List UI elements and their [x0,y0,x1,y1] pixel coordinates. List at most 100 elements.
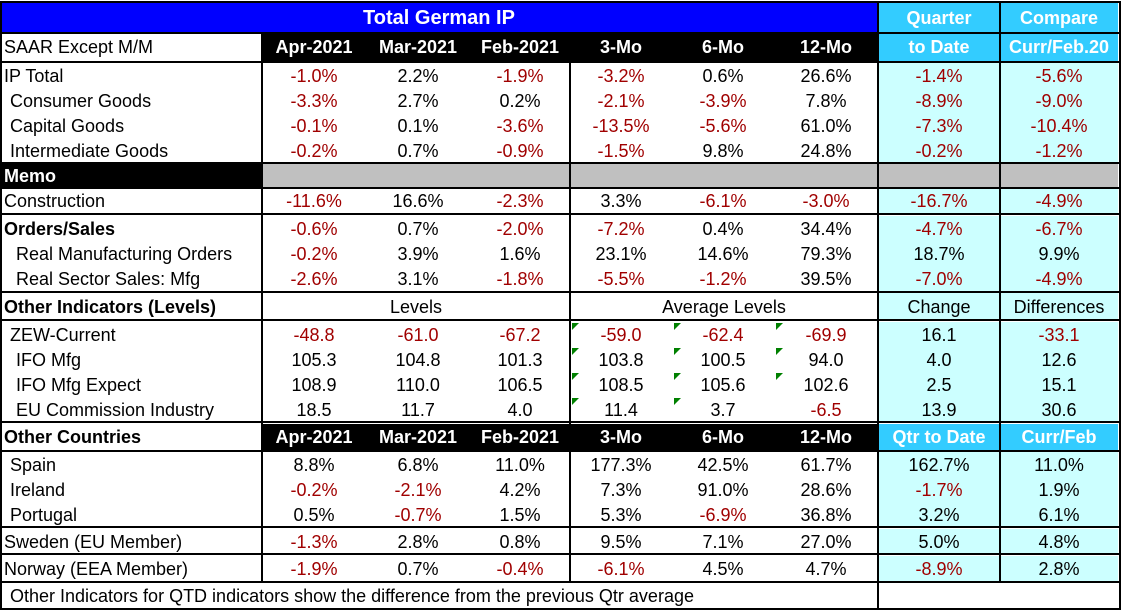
value-cell[interactable]: -2.1% [597,90,645,111]
value-cell[interactable]: 18.7% [878,241,1000,266]
value-cell[interactable]: 5.3% [600,504,642,525]
comment-flag-icon[interactable] [674,323,681,330]
column-header[interactable]: 3-Mo [570,33,672,61]
value-cell[interactable]: 7.8% [805,90,847,111]
comment-flag-icon[interactable] [674,348,681,355]
column-header[interactable]: Apr-2021 [262,33,366,61]
value-cell[interactable]: 177.3% [590,454,652,475]
value-cell[interactable]: -2.6% [290,268,338,289]
column-header[interactable]: Feb-2021 [470,424,570,450]
value-cell[interactable]: -4.9% [1000,188,1118,214]
value-cell[interactable]: 2.5 [878,372,1000,397]
value-cell[interactable]: -5.6% [699,115,747,136]
value-cell[interactable]: -7.3% [878,113,1000,138]
value-cell[interactable]: 4.0 [507,399,533,420]
value-cell[interactable]: 12.6 [1000,347,1118,372]
comment-flag-icon[interactable] [572,323,579,330]
value-cell[interactable]: -48.8 [293,324,335,345]
value-cell[interactable]: -5.6% [1000,63,1118,88]
value-cell[interactable]: -6.9% [699,504,747,525]
value-cell[interactable]: 61.7% [800,454,852,475]
value-cell[interactable]: -3.0% [802,191,850,211]
value-cell[interactable]: -3.6% [496,115,544,136]
value-cell[interactable]: -3.2% [597,65,645,86]
value-cell[interactable]: 0.5% [293,504,335,525]
value-cell[interactable]: 1.6% [499,243,541,264]
value-cell[interactable]: 162.7% [878,452,1000,477]
value-cell[interactable]: 1.5% [499,504,541,525]
value-cell[interactable]: -8.9% [878,556,1000,581]
value-cell[interactable]: 2.8% [397,531,439,552]
value-cell[interactable]: 9.8% [702,140,744,161]
comment-flag-icon[interactable] [776,348,783,355]
comment-flag-icon[interactable] [776,323,783,330]
value-cell[interactable]: 108.9 [291,374,337,395]
value-cell[interactable]: -4.9% [1000,266,1118,291]
value-cell[interactable]: 5.0% [878,529,1000,554]
value-cell[interactable]: -0.2% [878,138,1000,163]
value-cell[interactable]: -1.2% [699,268,747,289]
value-cell[interactable]: 1.9% [1000,477,1118,502]
value-cell[interactable]: 3.9% [397,243,439,264]
value-cell[interactable]: -6.7% [1000,216,1118,241]
column-header[interactable]: 12-Mo [774,33,878,61]
comment-flag-icon[interactable] [572,348,579,355]
value-cell[interactable]: 2.8% [1000,556,1118,581]
value-cell[interactable]: 106.5 [497,374,543,395]
value-cell[interactable]: -67.2 [499,324,541,345]
value-cell[interactable]: 7.1% [702,531,744,552]
value-cell[interactable]: 3.7 [710,399,736,420]
value-cell[interactable]: -1.5% [597,140,645,161]
value-cell[interactable]: 108.5 [598,374,644,395]
value-cell[interactable]: -5.5% [597,268,645,289]
value-cell[interactable]: 0.6% [702,65,744,86]
value-cell[interactable]: -1.7% [878,477,1000,502]
value-cell[interactable]: -8.9% [878,88,1000,113]
value-cell[interactable]: 110.0 [396,374,440,395]
value-cell[interactable]: 11.0% [495,454,545,475]
value-cell[interactable]: -0.6% [290,218,338,239]
value-cell[interactable]: 2.7% [397,90,439,111]
value-cell[interactable]: -62.4 [702,324,744,345]
value-cell[interactable]: 61.0% [800,115,852,136]
value-cell[interactable]: -9.0% [1000,88,1118,113]
value-cell[interactable]: 103.8 [598,349,644,370]
value-cell[interactable]: -0.7% [394,504,442,525]
comment-flag-icon[interactable] [674,373,681,380]
value-cell[interactable]: 15.1 [1000,372,1118,397]
value-cell[interactable]: 3.3% [600,191,642,211]
value-cell[interactable]: -59.0 [600,324,642,345]
value-cell[interactable]: 9.5% [600,531,642,552]
value-cell[interactable]: 11.7 [401,399,435,420]
value-cell[interactable]: -0.2% [290,479,338,500]
value-cell[interactable]: -1.8% [496,268,544,289]
column-header[interactable]: Mar-2021 [366,33,470,61]
value-cell[interactable]: 105.6 [700,374,746,395]
value-cell[interactable]: 102.6 [803,374,849,395]
value-cell[interactable]: -69.9 [805,324,847,345]
value-cell[interactable]: -0.9% [496,140,544,161]
value-cell[interactable]: 18.5 [296,399,332,420]
comment-flag-icon[interactable] [776,373,783,380]
value-cell[interactable]: 30.6 [1000,397,1118,422]
column-header[interactable]: Feb-2021 [470,33,570,61]
value-cell[interactable]: 2.2% [397,65,439,86]
value-cell[interactable]: 9.9% [1000,241,1118,266]
value-cell[interactable]: 91.0% [697,479,749,500]
value-cell[interactable]: 6.1% [1000,502,1118,527]
value-cell[interactable]: -4.7% [878,216,1000,241]
value-cell[interactable]: -6.5 [810,399,842,420]
column-header[interactable]: 6-Mo [672,424,774,450]
value-cell[interactable]: -7.0% [878,266,1000,291]
value-cell[interactable]: -2.1% [394,479,442,500]
value-cell[interactable]: 100.5 [700,349,746,370]
value-cell[interactable]: 14.6% [697,243,749,264]
column-header[interactable]: 6-Mo [672,33,774,61]
value-cell[interactable]: -3.3% [290,90,338,111]
value-cell[interactable]: 0.4% [702,218,744,239]
value-cell[interactable]: 16.6% [392,191,444,211]
value-cell[interactable]: 94.0 [808,349,844,370]
value-cell[interactable]: -61.0 [397,324,439,345]
value-cell[interactable]: 42.5% [697,454,749,475]
value-cell[interactable]: 6.8% [397,454,439,475]
